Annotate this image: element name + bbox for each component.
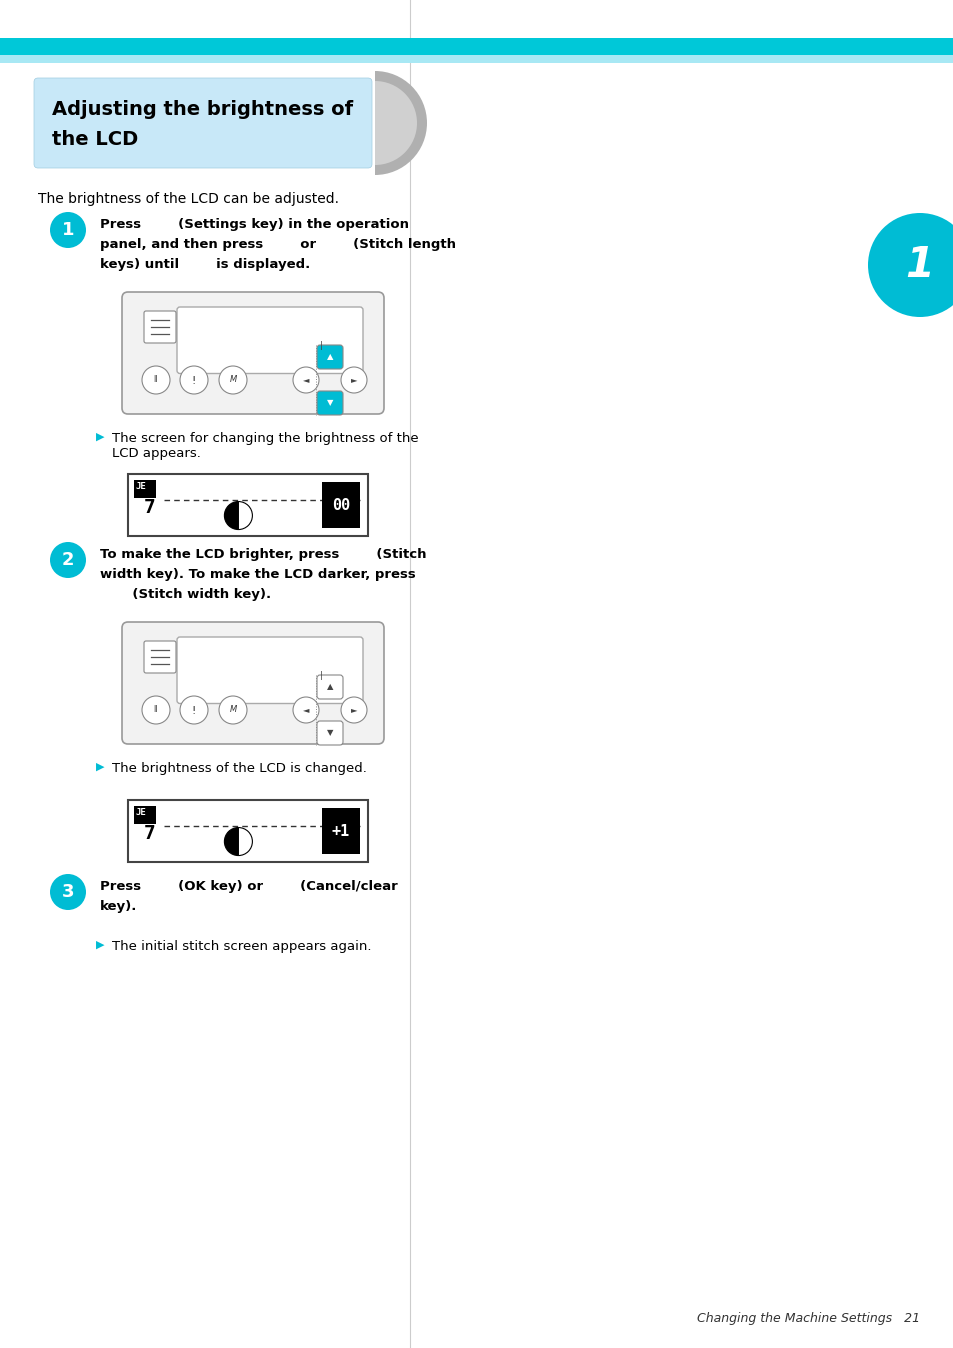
FancyBboxPatch shape — [316, 391, 343, 415]
Text: 2: 2 — [62, 551, 74, 569]
Text: The brightness of the LCD is changed.: The brightness of the LCD is changed. — [112, 762, 367, 775]
FancyBboxPatch shape — [144, 642, 175, 673]
Circle shape — [50, 212, 86, 248]
Text: JE: JE — [136, 807, 147, 817]
Text: M: M — [229, 705, 236, 714]
Text: width key). To make the LCD darker, press: width key). To make the LCD darker, pres… — [100, 568, 416, 581]
FancyBboxPatch shape — [316, 721, 343, 745]
Circle shape — [50, 874, 86, 910]
Text: ▲: ▲ — [327, 682, 333, 692]
Text: Press        (OK key) or        (Cancel/clear: Press (OK key) or (Cancel/clear — [100, 880, 397, 892]
Text: 1: 1 — [904, 244, 934, 286]
Wedge shape — [238, 501, 253, 530]
FancyBboxPatch shape — [177, 307, 363, 373]
Circle shape — [142, 696, 170, 724]
Text: ▲: ▲ — [327, 352, 333, 361]
Text: 7: 7 — [144, 824, 155, 842]
Circle shape — [867, 213, 953, 317]
Bar — [0, 38, 953, 61]
Text: ▼: ▼ — [327, 728, 333, 737]
Circle shape — [293, 367, 318, 394]
Text: ▼: ▼ — [327, 399, 333, 407]
Text: II: II — [153, 376, 158, 384]
Text: ▶: ▶ — [96, 762, 105, 772]
Text: Adjusting the brightness of: Adjusting the brightness of — [52, 100, 353, 119]
Text: !: ! — [192, 706, 196, 716]
Circle shape — [340, 697, 367, 723]
Text: ▶: ▶ — [96, 431, 105, 442]
FancyBboxPatch shape — [144, 311, 175, 342]
Text: 3: 3 — [62, 883, 74, 900]
Bar — [128, 799, 368, 861]
Wedge shape — [375, 81, 416, 164]
Text: ◄: ◄ — [302, 705, 309, 714]
Text: +1: +1 — [332, 824, 350, 838]
Text: Changing the Machine Settings   21: Changing the Machine Settings 21 — [696, 1312, 919, 1325]
Bar — [133, 480, 156, 497]
FancyBboxPatch shape — [316, 675, 343, 700]
Wedge shape — [375, 71, 427, 175]
Circle shape — [50, 542, 86, 578]
Text: The initial stitch screen appears again.: The initial stitch screen appears again. — [112, 940, 371, 953]
Circle shape — [180, 367, 208, 394]
Text: ►: ► — [351, 376, 356, 384]
Text: keys) until        is displayed.: keys) until is displayed. — [100, 257, 310, 271]
Bar — [136, 483, 153, 496]
Circle shape — [142, 367, 170, 394]
Wedge shape — [238, 828, 253, 856]
Bar — [133, 806, 156, 824]
Text: key).: key). — [100, 900, 137, 913]
Text: M: M — [229, 376, 236, 384]
Bar — [136, 807, 153, 822]
Circle shape — [180, 696, 208, 724]
Text: panel, and then press        or        (Stitch length: panel, and then press or (Stitch length — [100, 239, 456, 251]
Text: 1: 1 — [62, 221, 74, 239]
Bar — [322, 483, 359, 528]
Text: The screen for changing the brightness of the
LCD appears.: The screen for changing the brightness o… — [112, 431, 418, 460]
Text: ▶: ▶ — [96, 940, 105, 950]
Text: II: II — [153, 705, 158, 714]
Wedge shape — [224, 828, 238, 856]
FancyBboxPatch shape — [316, 345, 343, 369]
Circle shape — [219, 367, 247, 394]
Text: The brightness of the LCD can be adjusted.: The brightness of the LCD can be adjuste… — [38, 191, 338, 206]
Bar — [0, 55, 953, 63]
Text: ◄: ◄ — [302, 376, 309, 384]
Bar — [322, 807, 359, 855]
FancyBboxPatch shape — [122, 621, 384, 744]
Text: (Stitch width key).: (Stitch width key). — [100, 588, 271, 601]
FancyBboxPatch shape — [34, 78, 372, 168]
Wedge shape — [224, 501, 238, 530]
FancyBboxPatch shape — [177, 638, 363, 704]
Circle shape — [293, 697, 318, 723]
Text: 00: 00 — [332, 497, 350, 512]
Text: 7: 7 — [144, 497, 155, 518]
FancyBboxPatch shape — [122, 293, 384, 414]
Circle shape — [340, 367, 367, 394]
Text: JE: JE — [136, 483, 147, 491]
Text: To make the LCD brighter, press        (Stitch: To make the LCD brighter, press (Stitch — [100, 549, 426, 561]
Text: |: | — [319, 671, 322, 681]
Text: the LCD: the LCD — [52, 129, 138, 150]
Text: Press        (Settings key) in the operation: Press (Settings key) in the operation — [100, 218, 409, 231]
Text: |: | — [319, 341, 322, 350]
Bar — [128, 474, 368, 537]
Text: !: ! — [192, 376, 196, 386]
Text: ►: ► — [351, 705, 356, 714]
Circle shape — [219, 696, 247, 724]
